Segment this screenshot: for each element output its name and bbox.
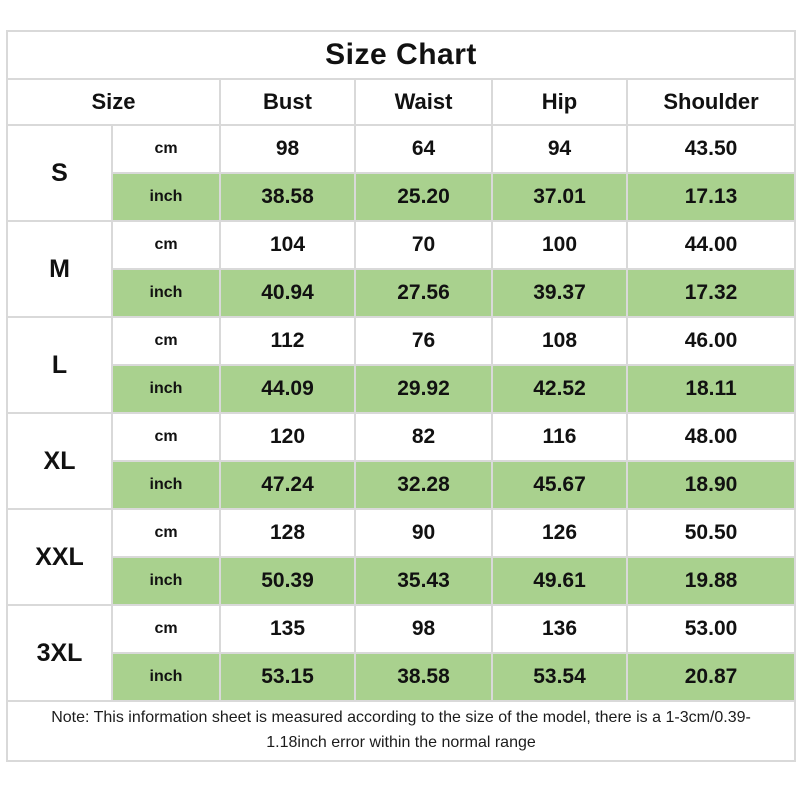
cell-value: 53.00 (625, 604, 797, 654)
column-header-hip: Hip (491, 78, 628, 126)
cell-value: 27.56 (354, 268, 493, 318)
cell-value: 112 (219, 316, 356, 366)
table-row-xxl-inch: inch 50.39 35.43 49.61 19.88 (7, 556, 797, 606)
cell-value: 44.09 (219, 364, 356, 414)
cell-value: 76 (354, 316, 493, 366)
cell-value: 53.15 (219, 652, 356, 702)
cell-value: 29.92 (354, 364, 493, 414)
cell-value: 50.39 (219, 556, 356, 606)
size-label-m: M (6, 220, 113, 318)
unit-label-cm: cm (111, 220, 221, 270)
cell-value: 98 (219, 124, 356, 174)
cell-value: 18.90 (625, 460, 797, 510)
cell-value: 135 (219, 604, 356, 654)
cell-value: 100 (491, 220, 628, 270)
cell-value: 18.11 (625, 364, 797, 414)
table-row-xxl-cm: XXL cm 128 90 126 50.50 (6, 508, 797, 606)
column-header-bust: Bust (219, 78, 356, 126)
cell-value: 82 (354, 412, 493, 462)
unit-label-cm: cm (111, 412, 221, 462)
cell-value: 98 (354, 604, 493, 654)
cell-value: 42.52 (491, 364, 628, 414)
cell-value: 47.24 (219, 460, 356, 510)
cell-value: 32.28 (354, 460, 493, 510)
unit-label-inch: inch (111, 268, 221, 318)
cell-value: 38.58 (219, 172, 356, 222)
cell-value: 104 (219, 220, 356, 270)
unit-label-inch: inch (111, 172, 221, 222)
table-row-m-inch: inch 40.94 27.56 39.37 17.32 (7, 268, 797, 318)
table-row-3xl-cm: 3XL cm 135 98 136 53.00 (6, 604, 797, 702)
size-label-l: L (6, 316, 113, 414)
unit-label-cm: cm (111, 316, 221, 366)
cell-value: 128 (219, 508, 356, 558)
cell-value: 90 (354, 508, 493, 558)
cell-value: 126 (491, 508, 628, 558)
cell-value: 37.01 (491, 172, 628, 222)
cell-value: 17.32 (625, 268, 797, 318)
table-row-s-inch: inch 38.58 25.20 37.01 17.13 (7, 172, 797, 222)
size-label-3xl: 3XL (6, 604, 113, 702)
cell-value: 19.88 (625, 556, 797, 606)
size-label-xl: XL (6, 412, 113, 510)
cell-value: 17.13 (625, 172, 797, 222)
cell-value: 20.87 (625, 652, 797, 702)
size-chart-table: Size Chart Size Bust Waist Hip Shoulder … (5, 30, 797, 762)
unit-label-inch: inch (111, 556, 221, 606)
table-row-l-cm: L cm 112 76 108 46.00 (6, 316, 797, 414)
title-row: Size Chart (5, 30, 797, 80)
cell-value: 45.67 (491, 460, 628, 510)
cell-value: 64 (354, 124, 493, 174)
table-row-l-inch: inch 44.09 29.92 42.52 18.11 (7, 364, 797, 414)
table-row-xl-inch: inch 47.24 32.28 45.67 18.90 (7, 460, 797, 510)
cell-value: 70 (354, 220, 493, 270)
cell-value: 94 (491, 124, 628, 174)
cell-value: 116 (491, 412, 628, 462)
cell-value: 40.94 (219, 268, 356, 318)
column-header-waist: Waist (354, 78, 493, 126)
unit-label-cm: cm (111, 604, 221, 654)
size-label-s: S (6, 124, 113, 222)
size-label-xxl: XXL (6, 508, 113, 606)
cell-value: 43.50 (625, 124, 797, 174)
cell-value: 136 (491, 604, 628, 654)
cell-value: 39.37 (491, 268, 628, 318)
cell-value: 46.00 (625, 316, 797, 366)
note-row: Note: This information sheet is measured… (5, 700, 797, 762)
table-row-xl-cm: XL cm 120 82 116 48.00 (6, 412, 797, 510)
cell-value: 35.43 (354, 556, 493, 606)
page-title: Size Chart (5, 30, 797, 80)
cell-value: 48.00 (625, 412, 797, 462)
cell-value: 25.20 (354, 172, 493, 222)
column-header-size: Size (6, 78, 221, 126)
note-text: Note: This information sheet is measured… (5, 700, 797, 762)
unit-label-inch: inch (111, 460, 221, 510)
cell-value: 53.54 (491, 652, 628, 702)
cell-value: 49.61 (491, 556, 628, 606)
cell-value: 44.00 (625, 220, 797, 270)
table-row-3xl-inch: inch 53.15 38.58 53.54 20.87 (7, 652, 797, 702)
cell-value: 120 (219, 412, 356, 462)
table-row-s-cm: S cm 98 64 94 43.50 (6, 124, 797, 222)
unit-label-cm: cm (111, 508, 221, 558)
table-row-m-cm: M cm 104 70 100 44.00 (6, 220, 797, 318)
unit-label-inch: inch (111, 652, 221, 702)
column-header-shoulder: Shoulder (625, 78, 797, 126)
column-header-row: Size Bust Waist Hip Shoulder (6, 78, 797, 126)
cell-value: 38.58 (354, 652, 493, 702)
unit-label-cm: cm (111, 124, 221, 174)
cell-value: 108 (491, 316, 628, 366)
cell-value: 50.50 (625, 508, 797, 558)
unit-label-inch: inch (111, 364, 221, 414)
